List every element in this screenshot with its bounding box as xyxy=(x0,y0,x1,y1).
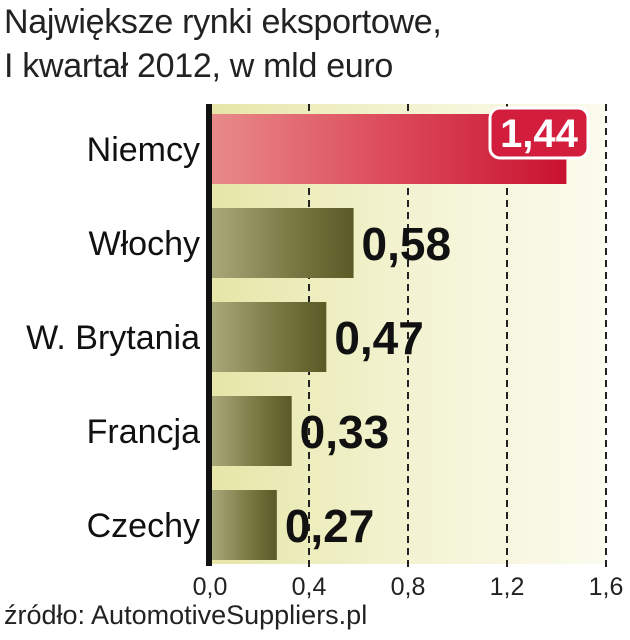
chart-title-line-1: Największe rynki eksportowe, xyxy=(4,3,442,41)
category-label: W. Brytania xyxy=(26,319,200,357)
category-label: Czechy xyxy=(87,507,200,545)
chart-title-line-2: I kwartał 2012, w mld euro xyxy=(4,47,394,85)
x-tick-label: 1,2 xyxy=(490,573,525,601)
value-label: 0,33 xyxy=(300,406,390,458)
x-tick-label: 1,6 xyxy=(589,573,624,601)
x-tick-label: 0,8 xyxy=(391,573,426,601)
x-tick-label: 0,4 xyxy=(292,573,327,601)
category-label: Niemcy xyxy=(87,131,200,169)
source-note: źródło: AutomotiveSuppliers.pl xyxy=(4,600,368,630)
bar xyxy=(212,396,292,466)
value-label: 0,27 xyxy=(285,500,375,552)
chart-title: Największe rynki eksportowe, I kwartał 2… xyxy=(4,0,624,88)
y-axis-line xyxy=(206,104,212,566)
value-label: 0,58 xyxy=(362,218,452,270)
value-label: 1,44 xyxy=(500,112,579,156)
x-tick-label: 0,0 xyxy=(193,573,228,601)
bar xyxy=(212,490,277,560)
value-badge xyxy=(488,106,590,160)
bar xyxy=(212,302,327,372)
value-label: 0,47 xyxy=(334,312,424,364)
bar xyxy=(212,208,354,278)
category-label: Francja xyxy=(87,413,200,451)
category-label: Włochy xyxy=(89,225,200,263)
